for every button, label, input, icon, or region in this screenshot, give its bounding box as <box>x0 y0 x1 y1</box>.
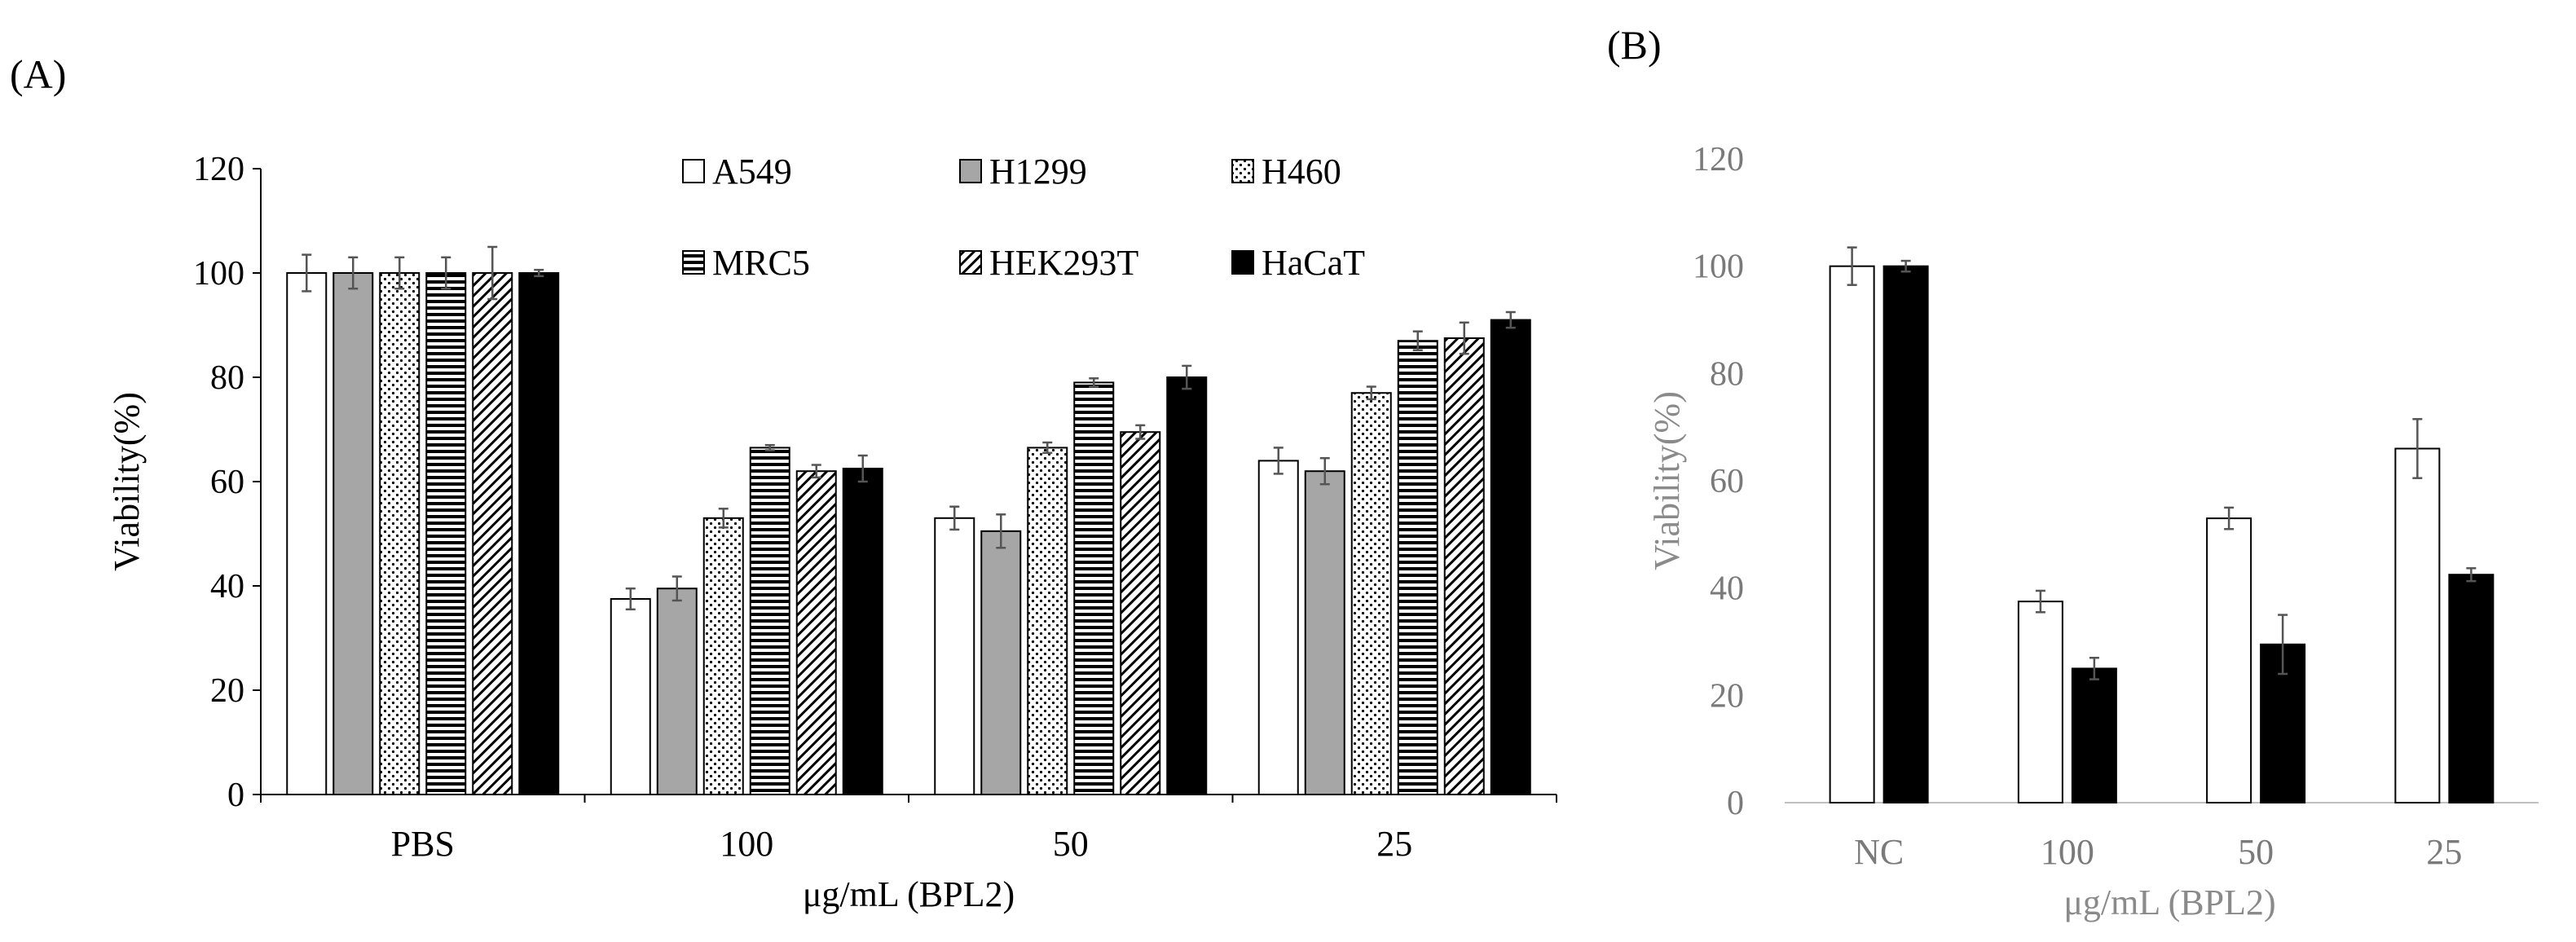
x-axis-title: μg/mL (BPL2) <box>803 874 1015 914</box>
y-tick-label: 40 <box>210 568 244 605</box>
x-category-label: 25 <box>2426 832 2462 872</box>
bar-h460 <box>1027 447 1068 796</box>
bar-hacat <box>518 272 560 795</box>
legend-swatch-mrc5 <box>682 250 705 275</box>
bar-white <box>1829 265 1875 803</box>
bar-hek293t <box>472 272 513 795</box>
panel-b-label: (B) <box>1607 22 1662 68</box>
x-category-label: PBS <box>391 824 455 864</box>
bar-mrc5 <box>425 272 467 795</box>
bar-a549 <box>610 598 651 795</box>
y-tick-label: 80 <box>210 359 244 397</box>
bar-black <box>2071 667 2117 804</box>
legend-label: H1299 <box>989 152 1087 191</box>
bar-mrc5 <box>1073 381 1115 795</box>
x-axis-title: μg/mL (BPL2) <box>2063 883 2275 922</box>
panel-a-label: (A) <box>10 51 66 97</box>
y-tick-label: 80 <box>1710 355 1744 393</box>
bar-hek293t <box>1120 431 1161 795</box>
y-tick-label: 100 <box>193 255 244 293</box>
legend-label: H460 <box>1262 152 1341 191</box>
bar-a549 <box>934 517 975 795</box>
legend-swatch-a549 <box>682 159 705 183</box>
y-tick-label: 20 <box>1710 677 1744 715</box>
bar-black <box>2448 574 2495 803</box>
legend-swatch-hacat <box>1231 250 1254 275</box>
bar-hacat <box>1166 376 1208 795</box>
bar-mrc5 <box>749 447 790 796</box>
bar-h1299 <box>656 588 698 796</box>
y-tick-label: 0 <box>227 777 244 814</box>
x-category-label: 50 <box>2238 832 2274 872</box>
legend-swatch-h460 <box>1231 159 1254 183</box>
bar-white <box>2394 447 2441 803</box>
y-axis-title: Viability(%) <box>107 392 147 571</box>
bar-hacat <box>1490 319 1531 796</box>
y-tick-label: 0 <box>1727 785 1744 822</box>
y-tick-label: 120 <box>193 151 244 188</box>
legend-label: HaCaT <box>1262 243 1365 283</box>
y-tick-label: 60 <box>210 464 244 501</box>
legend-swatch-hek293t <box>959 250 982 275</box>
bar-a549 <box>1257 460 1299 796</box>
y-tick-label: 60 <box>1710 463 1744 500</box>
y-tick-label: 40 <box>1710 570 1744 608</box>
bar-h460 <box>1350 392 1392 795</box>
x-category-label: 25 <box>1376 824 1412 864</box>
legend-swatch-h1299 <box>959 159 982 183</box>
legend-label: HEK293T <box>989 243 1138 283</box>
bar-h1299 <box>1304 470 1345 795</box>
panel-b-chart: 0 20 40 60 80 100 120 NC 100 50 25 μg/mL (BPL2) Viab… <box>1647 141 2539 922</box>
bar-h1299 <box>980 530 1022 795</box>
bar-hacat <box>842 468 883 795</box>
legend-label: MRC5 <box>712 243 810 283</box>
bar-white <box>2017 601 2063 803</box>
bar-h460 <box>379 272 421 795</box>
panel-a-chart: 0 20 40 60 80 100 120 PBS 100 50 25 μg/mL (BPL2) Via… <box>107 151 1557 914</box>
x-category-label: NC <box>1854 832 1904 872</box>
x-category-label: 100 <box>2041 832 2094 872</box>
bar-a549 <box>286 272 328 795</box>
y-tick-label: 100 <box>1693 249 1744 286</box>
x-category-label: 50 <box>1053 824 1089 864</box>
y-axis-title: Viability(%) <box>1647 391 1687 570</box>
x-category-label: 100 <box>720 824 773 864</box>
bar-white <box>2206 517 2252 803</box>
bar-hek293t <box>1443 337 1485 795</box>
bar-h460 <box>702 517 744 795</box>
bar-hek293t <box>795 470 837 795</box>
legend-label: A549 <box>712 152 792 191</box>
bar-black <box>1882 265 1929 803</box>
bar-h1299 <box>332 272 374 795</box>
y-tick-label: 120 <box>1693 141 1744 178</box>
bar-mrc5 <box>1397 340 1438 795</box>
y-tick-label: 20 <box>210 672 244 710</box>
